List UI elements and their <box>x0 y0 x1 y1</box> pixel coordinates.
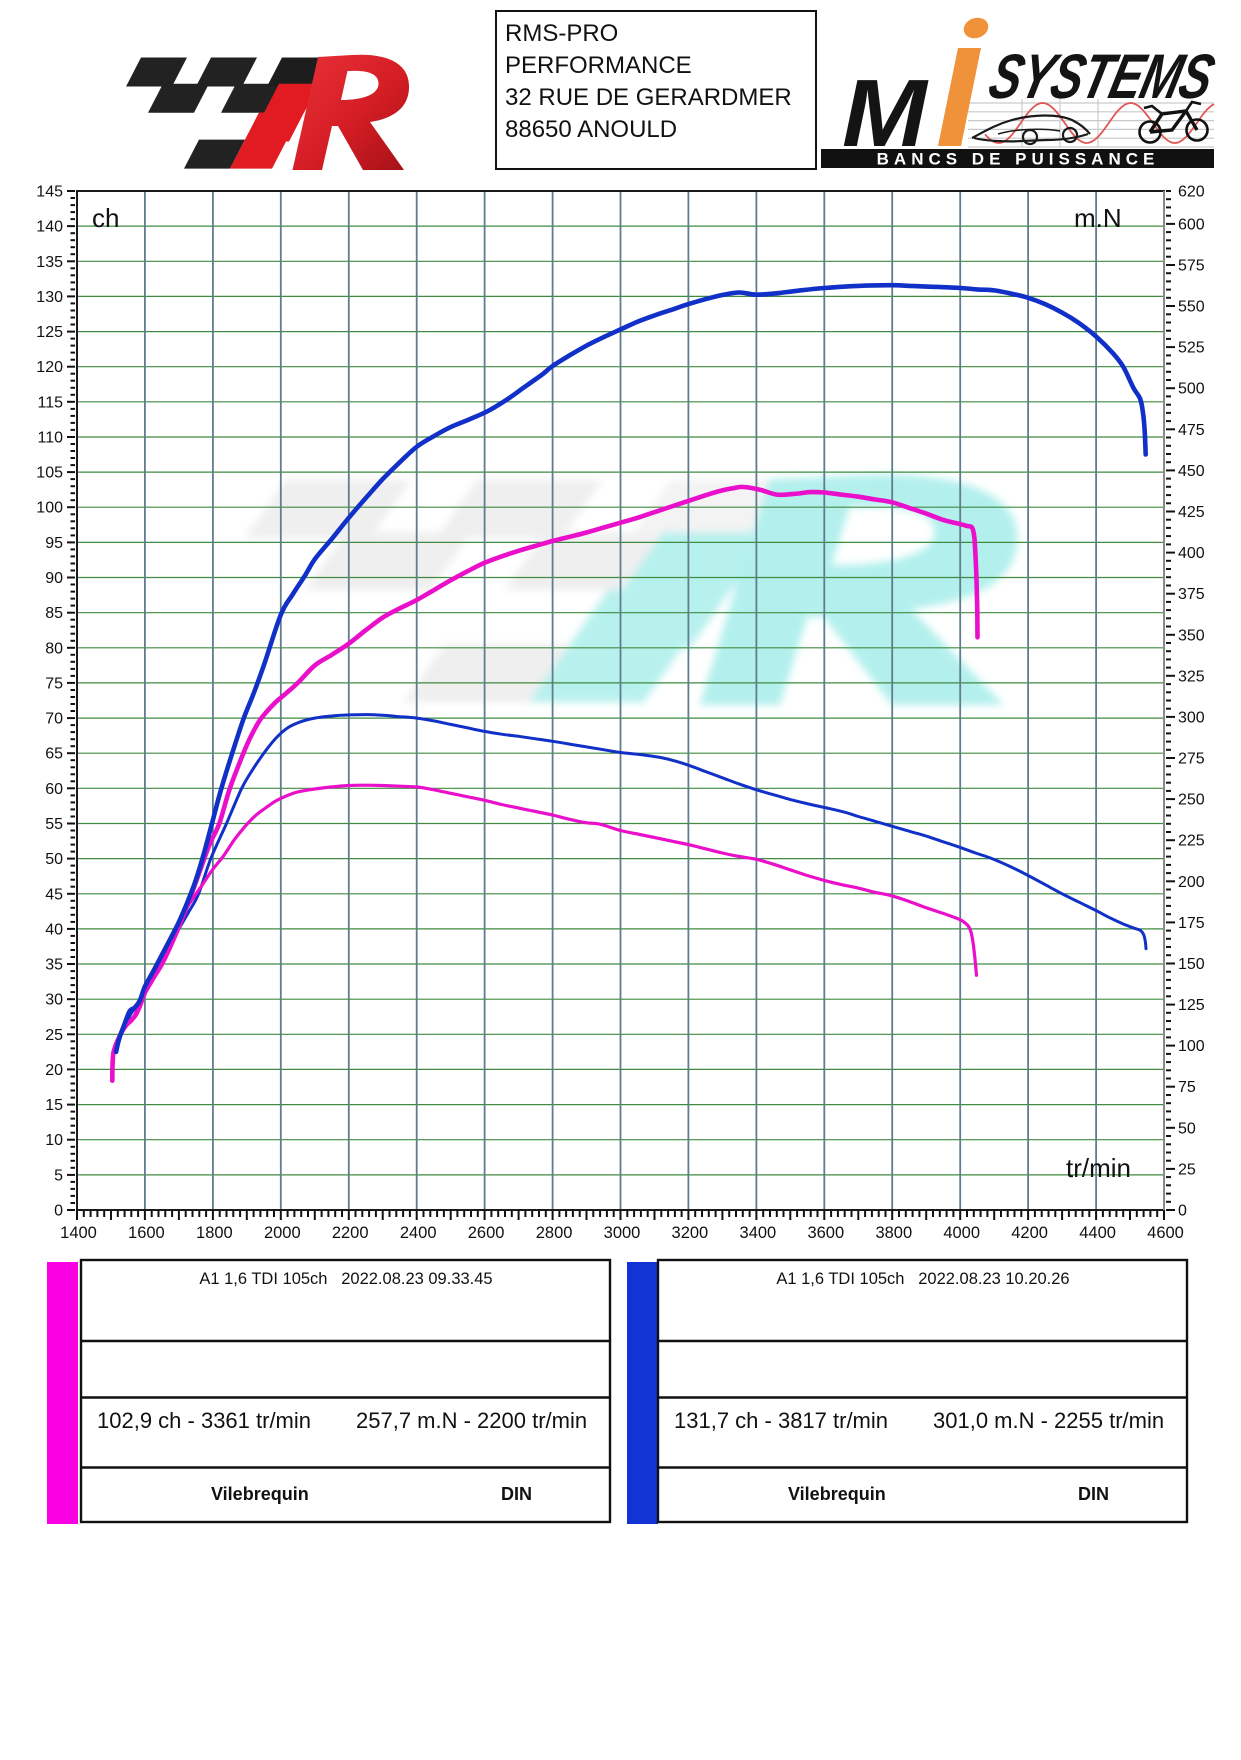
svg-text:450: 450 <box>1178 463 1205 480</box>
svg-text:25: 25 <box>45 1027 63 1044</box>
svg-text:100: 100 <box>36 500 63 517</box>
svg-text:257,7 m.N - 2200 tr/min: 257,7 m.N - 2200 tr/min <box>356 1408 587 1433</box>
svg-text:40: 40 <box>45 921 63 938</box>
svg-text:500: 500 <box>1178 381 1205 398</box>
svg-text:350: 350 <box>1178 627 1205 644</box>
svg-text:45: 45 <box>45 886 63 903</box>
svg-text:125: 125 <box>1178 997 1205 1014</box>
svg-text:550: 550 <box>1178 299 1205 316</box>
svg-text:5: 5 <box>54 1167 63 1184</box>
svg-text:130: 130 <box>36 289 63 306</box>
svg-text:M: M <box>842 59 929 167</box>
svg-text:50: 50 <box>45 851 63 868</box>
svg-text:1600: 1600 <box>128 1224 165 1242</box>
svg-text:ch: ch <box>92 203 119 233</box>
svg-text:3600: 3600 <box>807 1224 844 1242</box>
svg-text:50: 50 <box>1178 1120 1196 1137</box>
svg-text:tr/min: tr/min <box>1066 1153 1131 1183</box>
svg-text:0: 0 <box>54 1203 63 1220</box>
svg-text:105: 105 <box>36 465 63 482</box>
svg-text:125: 125 <box>36 324 63 341</box>
svg-text:PERFORMANCE: PERFORMANCE <box>505 52 692 79</box>
svg-text:65: 65 <box>45 746 63 763</box>
svg-text:A1 1,6 TDI 105ch 2022.08.23: A1 1,6 TDI 105ch 2022.08.23 09.33.45 <box>199 1270 492 1288</box>
svg-text:Vilebrequin: Vilebrequin <box>788 1484 886 1504</box>
svg-text:20: 20 <box>45 1062 63 1079</box>
svg-text:2000: 2000 <box>264 1224 301 1242</box>
svg-text:175: 175 <box>1178 915 1205 932</box>
svg-text:110: 110 <box>37 430 63 447</box>
svg-text:2600: 2600 <box>468 1224 505 1242</box>
svg-text:85: 85 <box>45 605 63 622</box>
svg-text:131,7 ch - 3817 tr/min: 131,7 ch - 3817 tr/min <box>674 1408 888 1433</box>
svg-text:80: 80 <box>45 640 63 657</box>
svg-text:620: 620 <box>1178 184 1205 201</box>
svg-text:60: 60 <box>45 781 63 798</box>
svg-text:400: 400 <box>1178 545 1205 562</box>
svg-text:4200: 4200 <box>1011 1224 1048 1242</box>
svg-text:75: 75 <box>45 675 63 692</box>
svg-text:4000: 4000 <box>943 1224 980 1242</box>
svg-text:55: 55 <box>45 816 63 833</box>
svg-text:DIN: DIN <box>501 1484 532 1504</box>
svg-text:2200: 2200 <box>332 1224 369 1242</box>
svg-text:15: 15 <box>45 1097 63 1114</box>
svg-text:575: 575 <box>1178 258 1205 275</box>
svg-text:SYSTEMS: SYSTEMS <box>982 43 1221 113</box>
svg-text:A1 1,6 TDI 105ch 2022.08.23: A1 1,6 TDI 105ch 2022.08.23 10.20.26 <box>776 1270 1069 1288</box>
svg-text:300: 300 <box>1178 709 1205 726</box>
svg-text:3200: 3200 <box>672 1224 709 1242</box>
svg-text:100: 100 <box>1178 1038 1205 1055</box>
svg-text:DIN: DIN <box>1078 1484 1109 1504</box>
svg-text:250: 250 <box>1178 792 1205 809</box>
svg-text:375: 375 <box>1178 586 1205 603</box>
svg-text:200: 200 <box>1178 874 1205 891</box>
svg-text:140: 140 <box>36 219 63 236</box>
svg-text:3800: 3800 <box>875 1224 912 1242</box>
svg-text:35: 35 <box>45 957 63 974</box>
svg-text:88650 ANOULD: 88650 ANOULD <box>505 116 677 143</box>
svg-text:4600: 4600 <box>1147 1224 1184 1242</box>
svg-text:2800: 2800 <box>536 1224 573 1242</box>
svg-text:75: 75 <box>1178 1079 1196 1096</box>
svg-text:102,9 ch - 3361 tr/min: 102,9 ch - 3361 tr/min <box>97 1408 311 1433</box>
svg-text:4400: 4400 <box>1079 1224 1116 1242</box>
svg-text:325: 325 <box>1178 668 1205 685</box>
svg-text:30: 30 <box>45 992 63 1009</box>
svg-text:32 RUE DE GERARDMER: 32 RUE DE GERARDMER <box>505 84 792 111</box>
svg-text:425: 425 <box>1178 504 1205 521</box>
svg-text:475: 475 <box>1178 422 1205 439</box>
svg-text:3000: 3000 <box>604 1224 641 1242</box>
svg-text:3400: 3400 <box>740 1224 777 1242</box>
svg-text:90: 90 <box>45 570 63 587</box>
svg-text:0: 0 <box>1178 1203 1187 1220</box>
svg-text:25: 25 <box>1178 1161 1196 1178</box>
svg-text:135: 135 <box>36 254 63 271</box>
svg-text:115: 115 <box>37 394 63 411</box>
svg-text:70: 70 <box>45 711 63 728</box>
svg-text:600: 600 <box>1178 216 1205 233</box>
svg-text:95: 95 <box>45 535 63 552</box>
svg-text:RMS-PRO: RMS-PRO <box>505 20 618 47</box>
svg-text:145: 145 <box>36 184 63 201</box>
svg-text:1400: 1400 <box>60 1224 97 1242</box>
svg-text:BANCS DE PUISSANCE: BANCS DE PUISSANCE <box>877 150 1160 169</box>
svg-text:150: 150 <box>1178 956 1205 973</box>
svg-text:120: 120 <box>36 359 63 376</box>
svg-text:10: 10 <box>45 1132 63 1149</box>
svg-text:525: 525 <box>1178 340 1205 357</box>
svg-text:275: 275 <box>1178 751 1205 768</box>
svg-text:2400: 2400 <box>400 1224 437 1242</box>
svg-text:m.N: m.N <box>1074 203 1122 233</box>
svg-text:301,0 m.N - 2255 tr/min: 301,0 m.N - 2255 tr/min <box>933 1408 1164 1433</box>
svg-text:225: 225 <box>1178 833 1205 850</box>
svg-text:1800: 1800 <box>196 1224 233 1242</box>
svg-text:Vilebrequin: Vilebrequin <box>211 1484 309 1504</box>
